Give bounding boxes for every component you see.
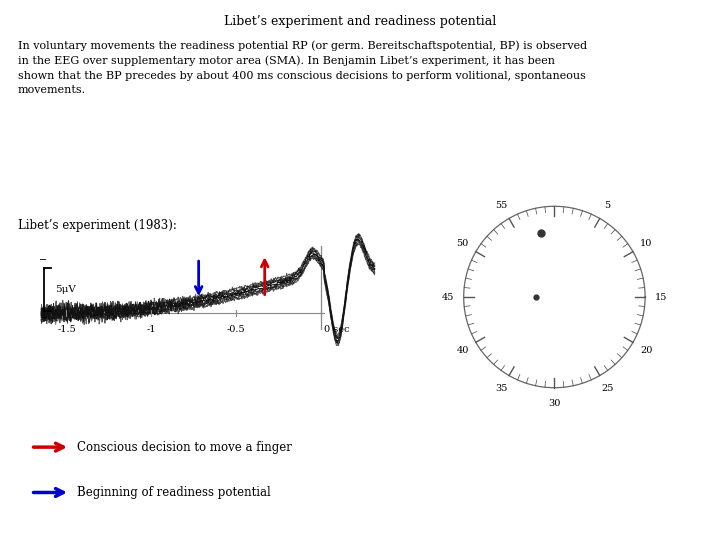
Text: -1.5: -1.5 <box>57 325 76 334</box>
Text: −: − <box>39 255 47 265</box>
Text: 10: 10 <box>640 239 652 248</box>
Text: 55: 55 <box>495 200 508 210</box>
Text: 20: 20 <box>640 346 652 355</box>
Text: 25: 25 <box>601 384 613 394</box>
Text: 15: 15 <box>654 293 667 301</box>
Text: +: + <box>39 313 47 323</box>
Text: In voluntary movements the readiness potential RP (or germ. Bereitschaftspotenti: In voluntary movements the readiness pot… <box>18 40 587 95</box>
Text: 30: 30 <box>548 399 561 408</box>
Text: 5μV: 5μV <box>55 285 76 294</box>
Text: 45: 45 <box>442 293 454 301</box>
Text: Conscious decision to move a finger: Conscious decision to move a finger <box>78 441 292 454</box>
Text: 0 sec: 0 sec <box>324 325 349 334</box>
Text: 35: 35 <box>495 384 508 394</box>
Text: 5: 5 <box>604 200 611 210</box>
Text: Libet’s experiment (1983):: Libet’s experiment (1983): <box>18 219 177 232</box>
Text: Libet’s experiment and readiness potential: Libet’s experiment and readiness potenti… <box>224 15 496 28</box>
Text: Beginning of readiness potential: Beginning of readiness potential <box>78 486 271 499</box>
Text: -0.5: -0.5 <box>227 325 246 334</box>
Text: 50: 50 <box>456 239 469 248</box>
Text: -1: -1 <box>146 325 156 334</box>
Text: 40: 40 <box>456 346 469 355</box>
